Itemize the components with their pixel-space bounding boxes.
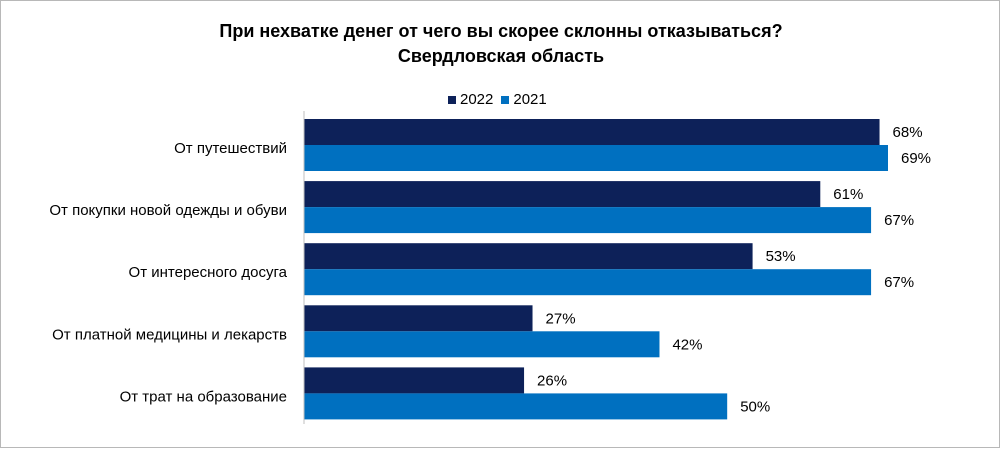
bar-2022-5 [304,367,525,394]
data-label-2021-5: 50% [740,398,770,415]
chart-subtitle: Свердловская область [397,46,605,66]
legend-item-2021: 2021 [501,91,547,108]
bar-2021-1 [304,145,888,171]
legend-swatch-2022 [448,95,456,104]
legend-swatch-2021 [501,95,510,104]
data-label-2021-4: 42% [672,336,702,353]
category-label-2: От покупки новой одежды и обуви [49,202,287,219]
category-label-4: От платной медицины и лекарств [52,326,287,343]
data-label-2022-4: 27% [546,310,576,327]
chart-legend: 2022 2021 [448,91,555,108]
bar-2021-2 [304,207,872,234]
bar-2021-5 [304,393,728,420]
data-label-2022-3: 53% [766,248,796,265]
data-label-2022-2: 61% [833,186,863,203]
chart-title-block: При нехватке денег от чего вы скорее скл… [1,19,1000,69]
bar-2021-4 [304,331,660,358]
data-label-2022-5: 26% [537,372,567,389]
data-label-2021-1: 69% [901,150,931,167]
data-label-2022-1: 68% [893,124,923,141]
bar-2022-3 [304,243,753,270]
chart-title: При нехватке денег от чего вы скорее скл… [219,21,783,41]
category-label-5: От трат на образование [120,388,287,405]
legend-label-2022: 2022 [460,91,494,108]
bar-2022-4 [304,305,533,332]
data-label-2021-3: 67% [884,274,914,291]
bar-2022-1 [304,119,880,145]
category-label-1: От путешествий [174,140,287,157]
bar-2022-2 [304,181,821,208]
legend-label-2021: 2021 [513,91,547,108]
bar-2021-3 [304,269,872,296]
legend-item-2022: 2022 [448,91,493,108]
category-label-3: От интересного досуга [129,264,288,281]
data-label-2021-2: 67% [884,212,914,229]
